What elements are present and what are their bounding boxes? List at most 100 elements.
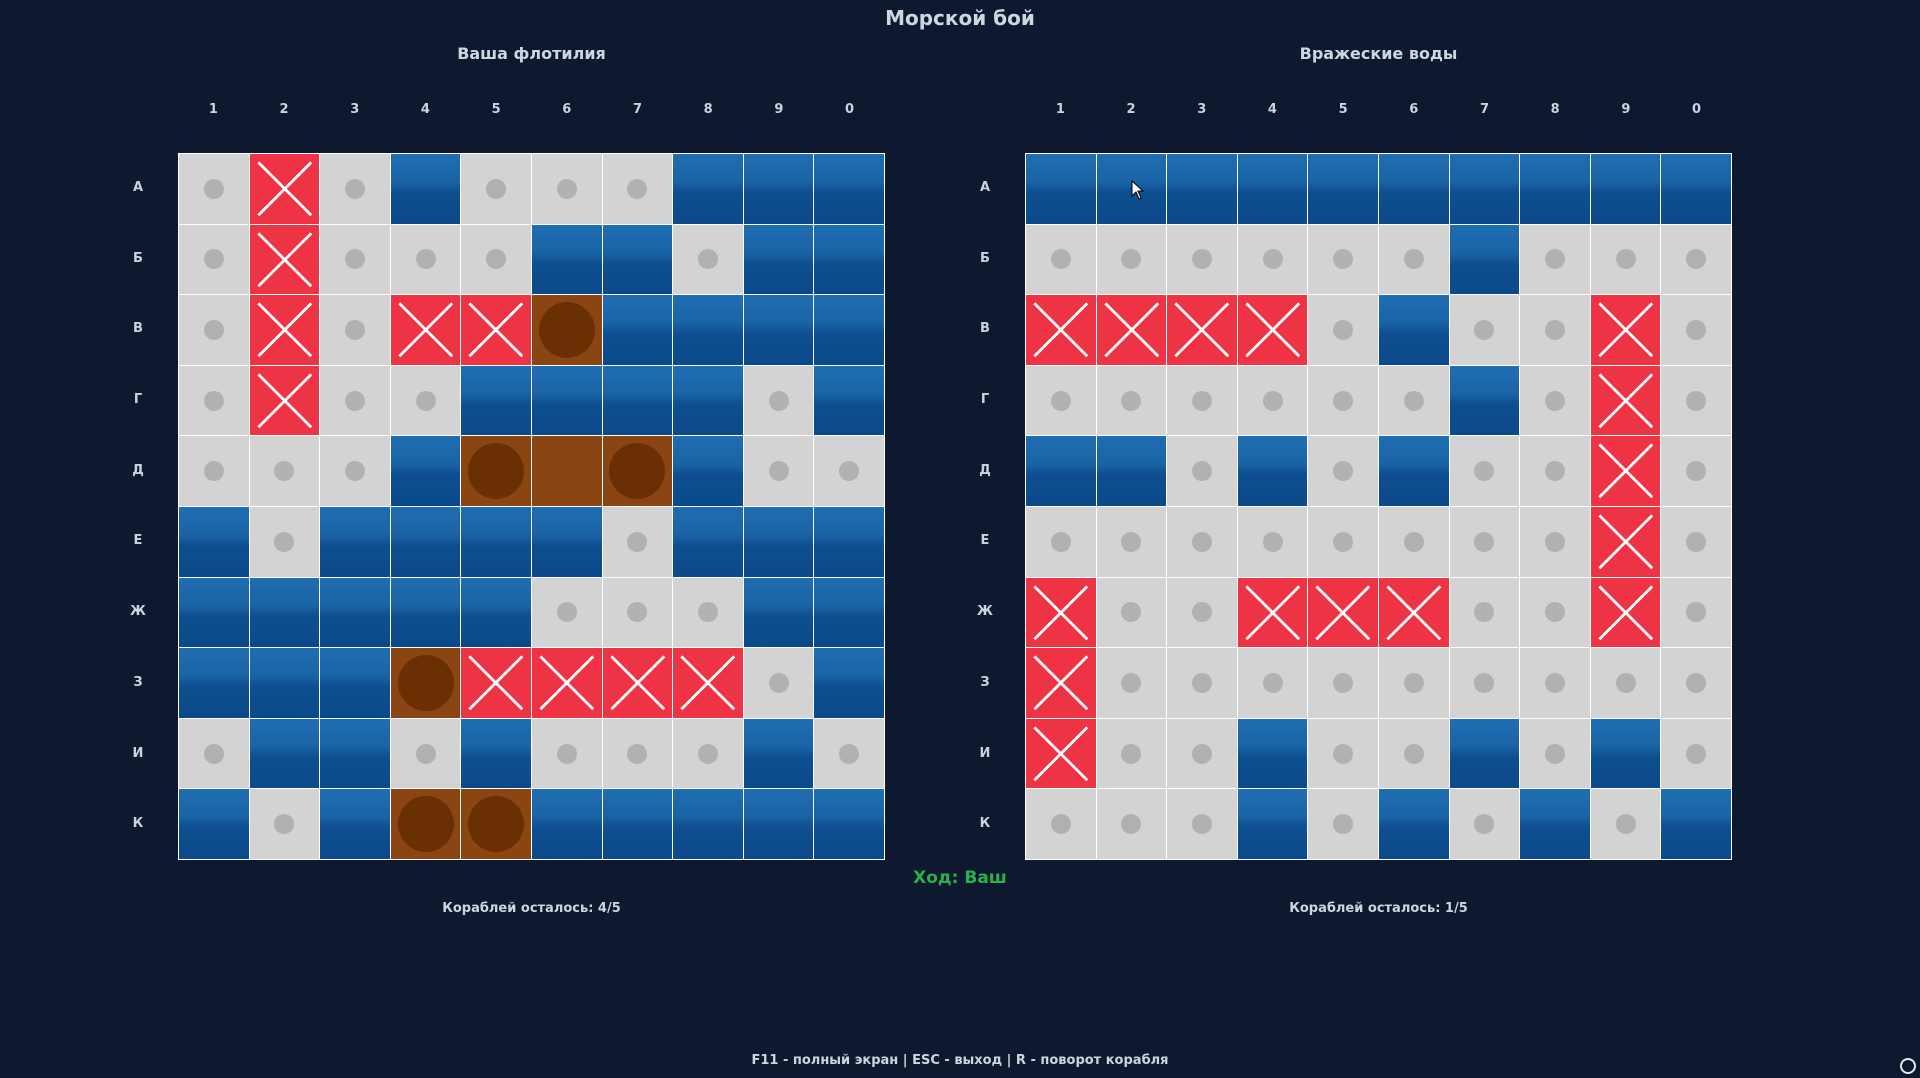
enemy-cell-miss[interactable] <box>1661 224 1731 295</box>
enemy-cell-miss[interactable] <box>1308 718 1378 789</box>
enemy-cell-miss[interactable] <box>1308 224 1378 295</box>
enemy-cell-hit[interactable] <box>1167 295 1237 365</box>
enemy-cell-water[interactable] <box>1661 789 1731 859</box>
enemy-cell-miss[interactable] <box>1520 718 1590 789</box>
enemy-cell-water[interactable] <box>1590 154 1661 224</box>
enemy-cell-miss[interactable] <box>1661 718 1731 789</box>
enemy-cell-miss[interactable] <box>1167 365 1237 436</box>
enemy-cell-water[interactable] <box>1308 154 1378 224</box>
enemy-cell-miss[interactable] <box>1308 789 1378 859</box>
enemy-cell-miss[interactable] <box>1096 789 1167 859</box>
enemy-cell-water[interactable] <box>1237 436 1308 506</box>
enemy-cell-miss[interactable] <box>1449 507 1520 577</box>
enemy-cell-miss[interactable] <box>1449 648 1520 718</box>
enemy-cell-water[interactable] <box>1237 154 1308 224</box>
enemy-cell-hit[interactable] <box>1590 507 1661 577</box>
enemy-cell-miss[interactable] <box>1520 224 1590 295</box>
enemy-cell-miss[interactable] <box>1167 224 1237 295</box>
enemy-cell-hit[interactable] <box>1026 295 1096 365</box>
enemy-cell-miss[interactable] <box>1590 789 1661 859</box>
enemy-cell-water[interactable] <box>1378 154 1449 224</box>
enemy-cell-miss[interactable] <box>1167 436 1237 506</box>
enemy-board[interactable] <box>1025 153 1732 860</box>
enemy-cell-miss[interactable] <box>1167 718 1237 789</box>
enemy-cell-hit[interactable] <box>1378 577 1449 648</box>
enemy-cell-miss[interactable] <box>1520 365 1590 436</box>
enemy-cell-miss[interactable] <box>1237 365 1308 436</box>
enemy-cell-miss[interactable] <box>1308 648 1378 718</box>
enemy-cell-water[interactable] <box>1449 154 1520 224</box>
enemy-cell-miss[interactable] <box>1096 507 1167 577</box>
enemy-cell-miss[interactable] <box>1308 295 1378 365</box>
enemy-cell-miss[interactable] <box>1308 436 1378 506</box>
enemy-cell-hit[interactable] <box>1096 295 1167 365</box>
enemy-cell-miss[interactable] <box>1167 789 1237 859</box>
enemy-cell-miss[interactable] <box>1520 507 1590 577</box>
enemy-cell-miss[interactable] <box>1096 224 1167 295</box>
enemy-cell-miss[interactable] <box>1026 365 1096 436</box>
enemy-cell-water[interactable] <box>1237 718 1308 789</box>
enemy-cell-water[interactable] <box>1520 154 1590 224</box>
enemy-cell-water[interactable] <box>1237 789 1308 859</box>
enemy-cell-hit[interactable] <box>1026 718 1096 789</box>
enemy-cell-miss[interactable] <box>1378 507 1449 577</box>
enemy-cell-water[interactable] <box>1096 154 1167 224</box>
enemy-cell-miss[interactable] <box>1661 295 1731 365</box>
enemy-cell-water[interactable] <box>1449 224 1520 295</box>
enemy-cell-water[interactable] <box>1449 718 1520 789</box>
enemy-cell-water[interactable] <box>1096 436 1167 506</box>
enemy-cell-miss[interactable] <box>1661 577 1731 648</box>
enemy-cell-miss[interactable] <box>1026 224 1096 295</box>
enemy-cell-hit[interactable] <box>1590 365 1661 436</box>
enemy-cell-miss[interactable] <box>1661 365 1731 436</box>
enemy-cell-miss[interactable] <box>1308 507 1378 577</box>
enemy-cell-water[interactable] <box>1520 789 1590 859</box>
enemy-cell-miss[interactable] <box>1026 789 1096 859</box>
enemy-cell-miss[interactable] <box>1237 507 1308 577</box>
enemy-cell-hit[interactable] <box>1590 577 1661 648</box>
enemy-cell-hit[interactable] <box>1237 577 1308 648</box>
enemy-cell-water[interactable] <box>1167 154 1237 224</box>
enemy-cell-miss[interactable] <box>1590 648 1661 718</box>
enemy-cell-miss[interactable] <box>1237 648 1308 718</box>
enemy-cell-miss[interactable] <box>1167 577 1237 648</box>
system-tray-icon[interactable] <box>1900 1058 1916 1074</box>
enemy-cell-miss[interactable] <box>1167 507 1237 577</box>
enemy-cell-water[interactable] <box>1449 365 1520 436</box>
enemy-cell-water[interactable] <box>1378 789 1449 859</box>
enemy-cell-miss[interactable] <box>1449 789 1520 859</box>
enemy-cell-water[interactable] <box>1378 295 1449 365</box>
enemy-cell-water[interactable] <box>1378 436 1449 506</box>
enemy-cell-miss[interactable] <box>1096 648 1167 718</box>
enemy-cell-miss[interactable] <box>1308 365 1378 436</box>
enemy-cell-miss[interactable] <box>1096 577 1167 648</box>
enemy-cell-hit[interactable] <box>1237 295 1308 365</box>
enemy-cell-miss[interactable] <box>1378 365 1449 436</box>
enemy-cell-miss[interactable] <box>1520 648 1590 718</box>
enemy-cell-miss[interactable] <box>1378 718 1449 789</box>
enemy-cell-miss[interactable] <box>1096 718 1167 789</box>
enemy-cell-miss[interactable] <box>1167 648 1237 718</box>
enemy-cell-hit[interactable] <box>1026 577 1096 648</box>
enemy-cell-water[interactable] <box>1661 154 1731 224</box>
enemy-cell-miss[interactable] <box>1378 224 1449 295</box>
enemy-cell-miss[interactable] <box>1378 648 1449 718</box>
enemy-cell-hit[interactable] <box>1590 436 1661 506</box>
enemy-cell-miss[interactable] <box>1520 436 1590 506</box>
enemy-cell-water[interactable] <box>1026 154 1096 224</box>
enemy-cell-miss[interactable] <box>1590 224 1661 295</box>
enemy-cell-water[interactable] <box>1590 718 1661 789</box>
enemy-cell-hit[interactable] <box>1308 577 1378 648</box>
enemy-cell-hit[interactable] <box>1590 295 1661 365</box>
enemy-cell-miss[interactable] <box>1661 648 1731 718</box>
enemy-cell-miss[interactable] <box>1237 224 1308 295</box>
enemy-cell-hit[interactable] <box>1026 648 1096 718</box>
enemy-cell-miss[interactable] <box>1661 436 1731 506</box>
enemy-cell-miss[interactable] <box>1449 436 1520 506</box>
enemy-cell-miss[interactable] <box>1449 577 1520 648</box>
enemy-cell-water[interactable] <box>1026 436 1096 506</box>
enemy-cell-miss[interactable] <box>1520 577 1590 648</box>
enemy-cell-miss[interactable] <box>1026 507 1096 577</box>
enemy-cell-miss[interactable] <box>1449 295 1520 365</box>
enemy-cell-miss[interactable] <box>1520 295 1590 365</box>
